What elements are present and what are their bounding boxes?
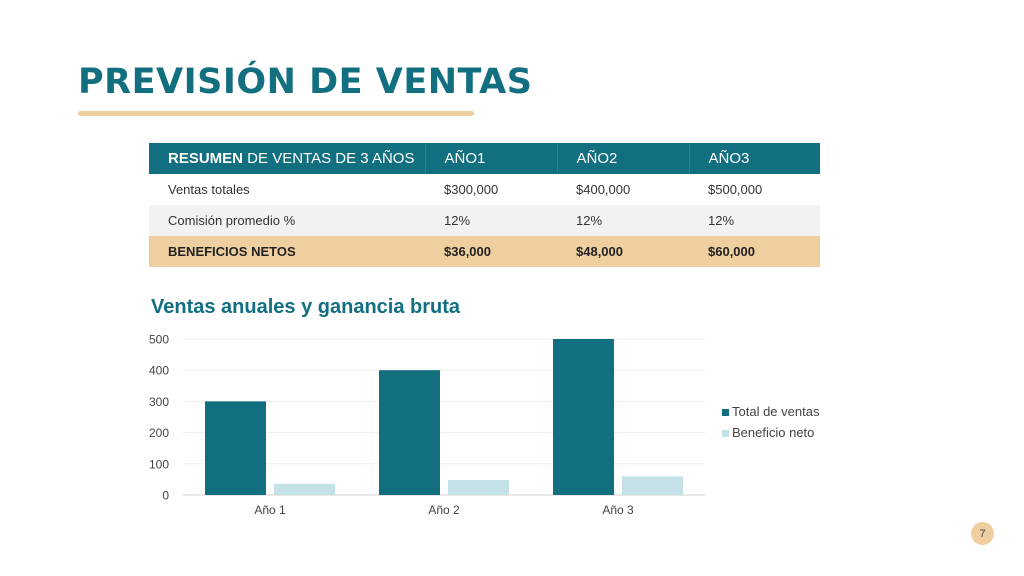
bar-net-profit — [622, 476, 683, 495]
table-header-row: RESUMEN DE VENTAS DE 3 AÑOS AÑO1 AÑO2 AÑ… — [149, 143, 820, 174]
y-tick-label: 200 — [149, 426, 169, 440]
bar-total-sales — [379, 370, 440, 495]
table-row-net-profit: BENEFICIOS NETOS $36,000 $48,000 $60,000 — [149, 236, 820, 267]
legend-label: Beneficio neto — [732, 425, 814, 440]
table-row-commission: Comisión promedio % 12% 12% 12% — [149, 205, 820, 236]
legend-label: Total de ventas — [732, 404, 820, 419]
x-tick-label: Año 3 — [602, 503, 634, 517]
table-row-total-sales: Ventas totales $300,000 $400,000 $500,00… — [149, 174, 820, 205]
x-tick-label: Año 2 — [428, 503, 460, 517]
title-underline — [78, 111, 474, 116]
chart-title: Ventas anuales y ganancia bruta — [151, 296, 461, 318]
cell-year1: 12% — [425, 205, 557, 236]
row-label: BENEFICIOS NETOS — [149, 236, 425, 267]
header-summary: RESUMEN DE VENTAS DE 3 AÑOS — [149, 143, 426, 174]
bar-total-sales — [205, 401, 266, 495]
sales-summary-table: RESUMEN DE VENTAS DE 3 AÑOS AÑO1 AÑO2 AÑ… — [149, 143, 820, 267]
y-tick-label: 100 — [149, 457, 169, 471]
row-label: Comisión promedio % — [149, 205, 425, 236]
header-year1: AÑO1 — [425, 143, 558, 174]
bar-net-profit — [448, 480, 509, 495]
page-number-badge: 7 — [971, 522, 994, 545]
legend-swatch — [722, 409, 729, 416]
row-label: Ventas totales — [149, 174, 425, 205]
bar-net-profit — [274, 483, 335, 495]
bar-total-sales — [553, 339, 614, 495]
header-year2: AÑO2 — [557, 143, 690, 174]
cell-year2: $48,000 — [557, 236, 689, 267]
cell-year1: $300,000 — [425, 174, 557, 205]
cell-year2: $400,000 — [557, 174, 689, 205]
x-tick-label: Año 1 — [254, 503, 286, 517]
header-summary-rest: DE VENTAS DE 3 AÑOS — [243, 150, 415, 167]
y-tick-label: 0 — [162, 489, 169, 503]
cell-year3: $500,000 — [689, 174, 820, 205]
y-tick-label: 400 — [149, 364, 169, 378]
cell-year2: 12% — [557, 205, 689, 236]
header-summary-strong: RESUMEN — [168, 150, 244, 167]
cell-year3: $60,000 — [689, 236, 820, 267]
y-tick-label: 500 — [149, 333, 169, 347]
cell-year1: $36,000 — [425, 236, 557, 267]
header-year3: AÑO3 — [689, 143, 820, 174]
cell-year3: 12% — [689, 205, 820, 236]
y-tick-label: 300 — [149, 395, 169, 409]
slide-title: PREVISIÓN DE VENTAS — [78, 62, 533, 102]
legend-swatch — [722, 430, 729, 437]
